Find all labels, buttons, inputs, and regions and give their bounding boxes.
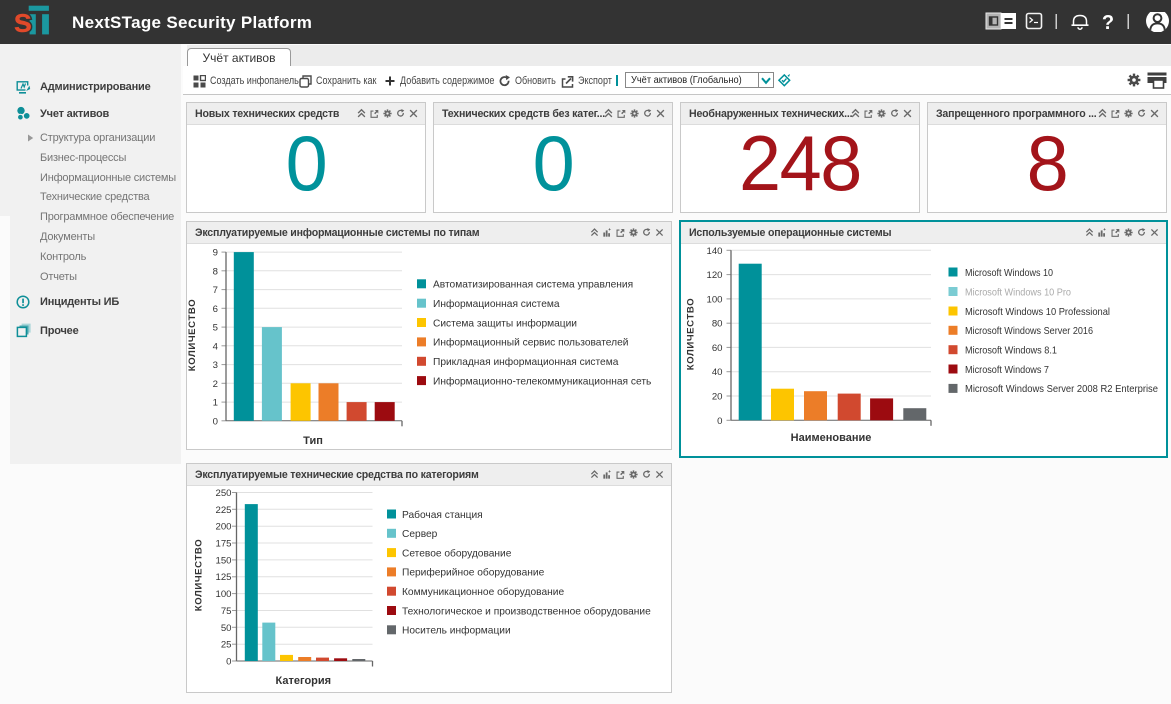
svg-text:250: 250 <box>215 488 231 499</box>
svg-text:Microsoft Windows 10 Professio: Microsoft Windows 10 Professional <box>965 307 1110 318</box>
svg-text:Сетевое оборудование: Сетевое оборудование <box>402 547 512 559</box>
svg-text:КОЛИЧЕСТВО: КОЛИЧЕСТВО <box>187 299 198 372</box>
svg-text:Сервер: Сервер <box>402 529 438 540</box>
svg-text:3: 3 <box>213 360 218 371</box>
svg-text:Носитель информации: Носитель информации <box>402 625 511 637</box>
svg-text:140: 140 <box>706 246 722 257</box>
svg-text:225: 225 <box>215 505 231 516</box>
svg-text:20: 20 <box>712 392 723 403</box>
svg-text:150: 150 <box>215 555 231 566</box>
svg-text:Информационный сервис пользова: Информационный сервис пользователей <box>433 337 628 349</box>
svg-text:s: s <box>13 2 32 40</box>
svg-text:60: 60 <box>712 343 723 354</box>
svg-text:Microsoft Windows 8.1: Microsoft Windows 8.1 <box>965 346 1057 357</box>
svg-text:Технологическое и производстве: Технологическое и производственное обору… <box>402 605 651 617</box>
svg-text:125: 125 <box>215 572 231 583</box>
svg-text:175: 175 <box>215 539 231 550</box>
svg-text:Информационная система: Информационная система <box>433 298 560 310</box>
svg-text:50: 50 <box>221 623 232 634</box>
svg-text:40: 40 <box>712 367 723 378</box>
svg-text:100: 100 <box>706 294 722 305</box>
svg-text:Коммуникационное оборудование: Коммуникационное оборудование <box>402 586 564 598</box>
svg-text:Категория: Категория <box>276 675 332 687</box>
svg-text:9: 9 <box>213 248 218 259</box>
svg-text:Прикладная информационная сист: Прикладная информационная система <box>433 356 619 368</box>
svg-text:Microsoft Windows Server 2008: Microsoft Windows Server 2008 R2 Enterpr… <box>965 384 1158 395</box>
svg-text:6: 6 <box>213 304 218 315</box>
svg-text:?: ? <box>1102 12 1114 32</box>
svg-text:Рабочая станция: Рабочая станция <box>402 509 483 521</box>
svg-text:Тип: Тип <box>303 435 323 447</box>
svg-text:Информационно-телекоммуникацио: Информационно-телекоммуникационная сеть <box>433 375 651 387</box>
svg-text:Система защиты информации: Система защиты информации <box>433 317 577 329</box>
svg-text:75: 75 <box>221 606 232 617</box>
svg-text:Microsoft Windows Server 2016: Microsoft Windows Server 2016 <box>965 326 1093 337</box>
svg-text:Наименование: Наименование <box>791 432 872 444</box>
svg-text:0: 0 <box>226 657 231 668</box>
svg-text:0: 0 <box>717 416 722 427</box>
svg-text:Microsoft Windows 10: Microsoft Windows 10 <box>965 268 1053 279</box>
svg-text:4: 4 <box>213 341 219 352</box>
svg-text:Microsoft Windows 10 Pro: Microsoft Windows 10 Pro <box>965 287 1071 298</box>
svg-text:1: 1 <box>213 398 218 409</box>
svg-text:КОЛИЧЕСТВО: КОЛИЧЕСТВО <box>686 298 697 371</box>
svg-text:7: 7 <box>213 285 218 296</box>
svg-text:0: 0 <box>213 416 218 427</box>
svg-text:100: 100 <box>215 589 231 600</box>
svg-text:КОЛИЧЕСТВО: КОЛИЧЕСТВО <box>194 539 205 612</box>
svg-text:120: 120 <box>706 270 722 281</box>
svg-text:5: 5 <box>213 323 218 334</box>
svg-text:80: 80 <box>712 319 723 330</box>
svg-text:200: 200 <box>215 522 231 533</box>
svg-text:2: 2 <box>213 379 218 390</box>
svg-text:Периферийное оборудование: Периферийное оборудование <box>402 567 545 579</box>
svg-text:Автоматизированная система упр: Автоматизированная система управления <box>433 280 633 291</box>
svg-text:8: 8 <box>213 266 218 277</box>
svg-text:25: 25 <box>221 640 232 651</box>
svg-text:Microsoft Windows 7: Microsoft Windows 7 <box>965 365 1049 376</box>
